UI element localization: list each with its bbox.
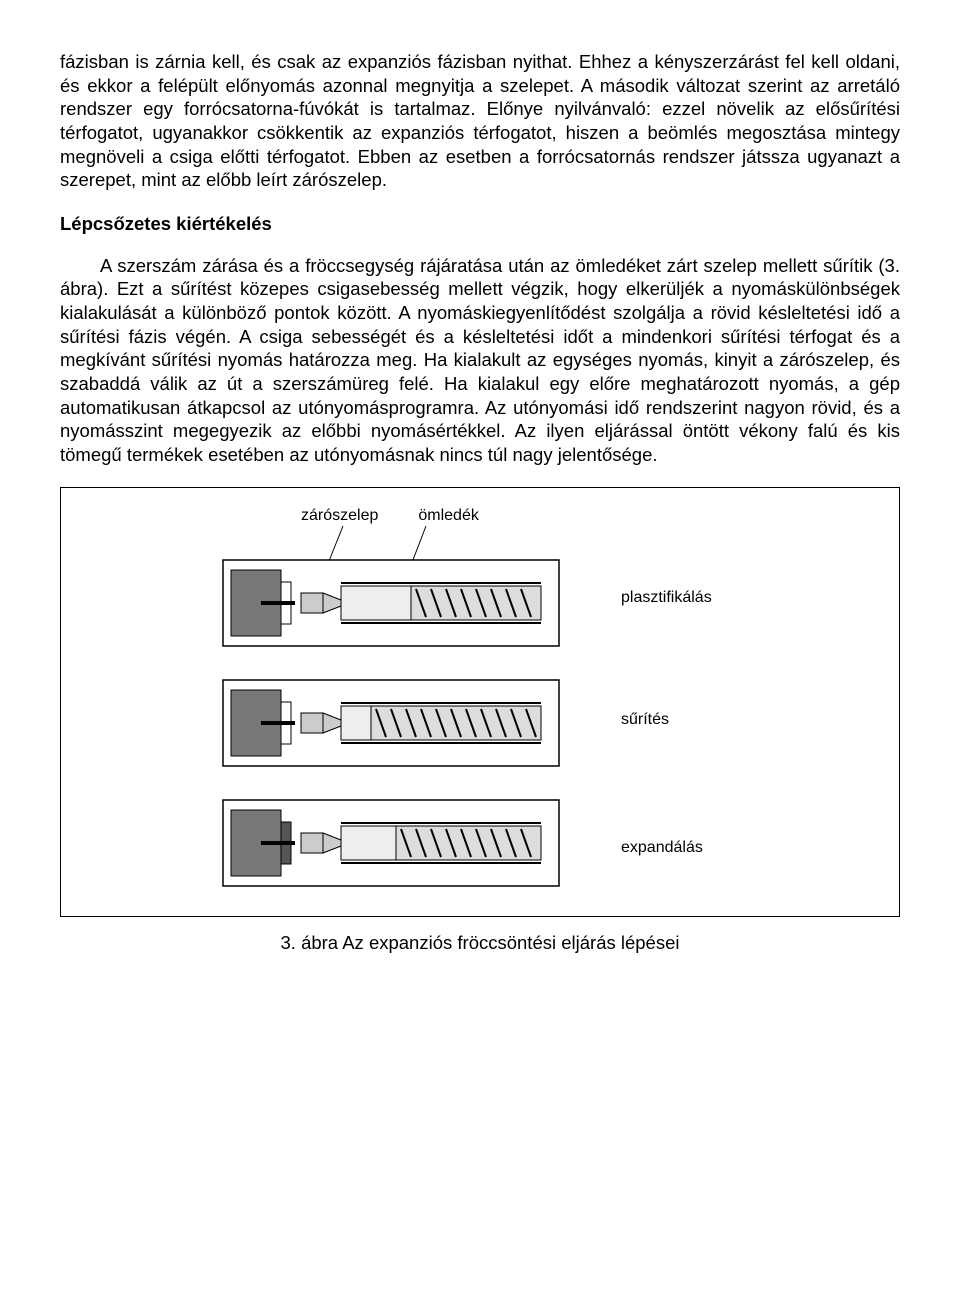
figure-panel-expandalas	[221, 798, 561, 888]
paragraph-2: A szerszám zárása és a fröccsegység rájá…	[60, 254, 900, 467]
heading-stepwise-eval: Lépcsőzetes kiértékelés	[60, 212, 900, 236]
figure-panel-surites	[221, 678, 561, 768]
paragraph-1: fázisban is zárnia kell, és csak az expa…	[60, 50, 900, 192]
figure-3-caption: 3. ábra Az expanziós fröccsöntési eljárá…	[60, 931, 900, 955]
label-step2: sűrítés	[621, 710, 669, 730]
label-step1: plasztifikálás	[621, 588, 712, 608]
figure-panel-plasztifikalas	[221, 558, 561, 648]
label-melt: ömledék	[418, 506, 478, 526]
label-step3: expandálás	[621, 838, 703, 858]
figure-3-box: zárószelep ömledék	[60, 487, 900, 917]
label-valve: zárószelep	[301, 506, 378, 526]
